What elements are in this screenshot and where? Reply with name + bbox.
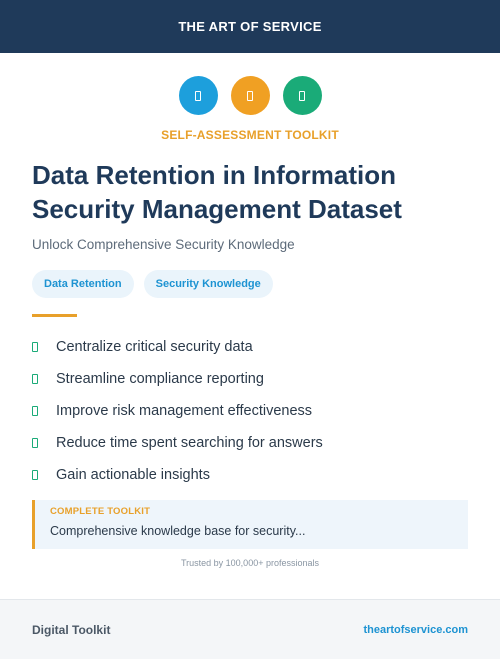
footer-label: Digital Toolkit (32, 622, 111, 637)
callout-kicker: COMPLETE TOOLKIT (50, 506, 151, 517)
feature-label: Reduce time spent searching for answers (56, 435, 323, 451)
document-icon (282, 76, 322, 115)
toolkit-kicker: SELF-ASSESSMENT TOOLKIT (161, 128, 339, 142)
icon-row (0, 76, 500, 115)
page-subtitle: Unlock Comprehensive Security Knowledge (32, 237, 295, 252)
list-item: Gain actionable insights (32, 459, 323, 491)
tag-list: Data Retention Security Knowledge (32, 270, 273, 298)
header-bar: THE ART OF SERVICE (0, 0, 500, 53)
check-icon (32, 342, 38, 352)
list-item: Centralize critical security data (32, 331, 323, 363)
list-item: Improve risk management effectiveness (32, 395, 323, 427)
check-icon (32, 406, 38, 416)
trusted-note: Trusted by 100,000+ professionals (180, 558, 319, 568)
feature-label: Improve risk management effectiveness (56, 403, 313, 419)
tag-security-knowledge: Security Knowledge (143, 270, 273, 298)
footer-bar: Digital Toolkit theartofservice.com (0, 599, 500, 659)
list-item: Streamline compliance reporting (32, 363, 323, 395)
brand-title: THE ART OF SERVICE (178, 19, 322, 34)
check-icon (32, 470, 38, 480)
feature-label: Gain actionable insights (56, 467, 210, 483)
feature-list: Centralize critical security data Stream… (32, 331, 323, 491)
check-icon (32, 438, 38, 448)
tag-data-retention: Data Retention (32, 270, 134, 298)
complete-toolkit-callout: COMPLETE TOOLKIT Comprehensive knowledge… (32, 500, 468, 549)
website-link[interactable]: theartofservice.com (363, 623, 468, 636)
page-title: Data Retention in Information Security M… (32, 160, 402, 224)
accent-divider (32, 314, 77, 317)
check-icon (32, 374, 38, 384)
callout-description: Comprehensive knowledge base for securit… (50, 524, 306, 538)
document-icon (230, 76, 270, 115)
list-item: Reduce time spent searching for answers (32, 427, 323, 459)
feature-label: Centralize critical security data (56, 339, 253, 355)
document-icon (178, 76, 218, 115)
feature-label: Streamline compliance reporting (56, 371, 264, 387)
